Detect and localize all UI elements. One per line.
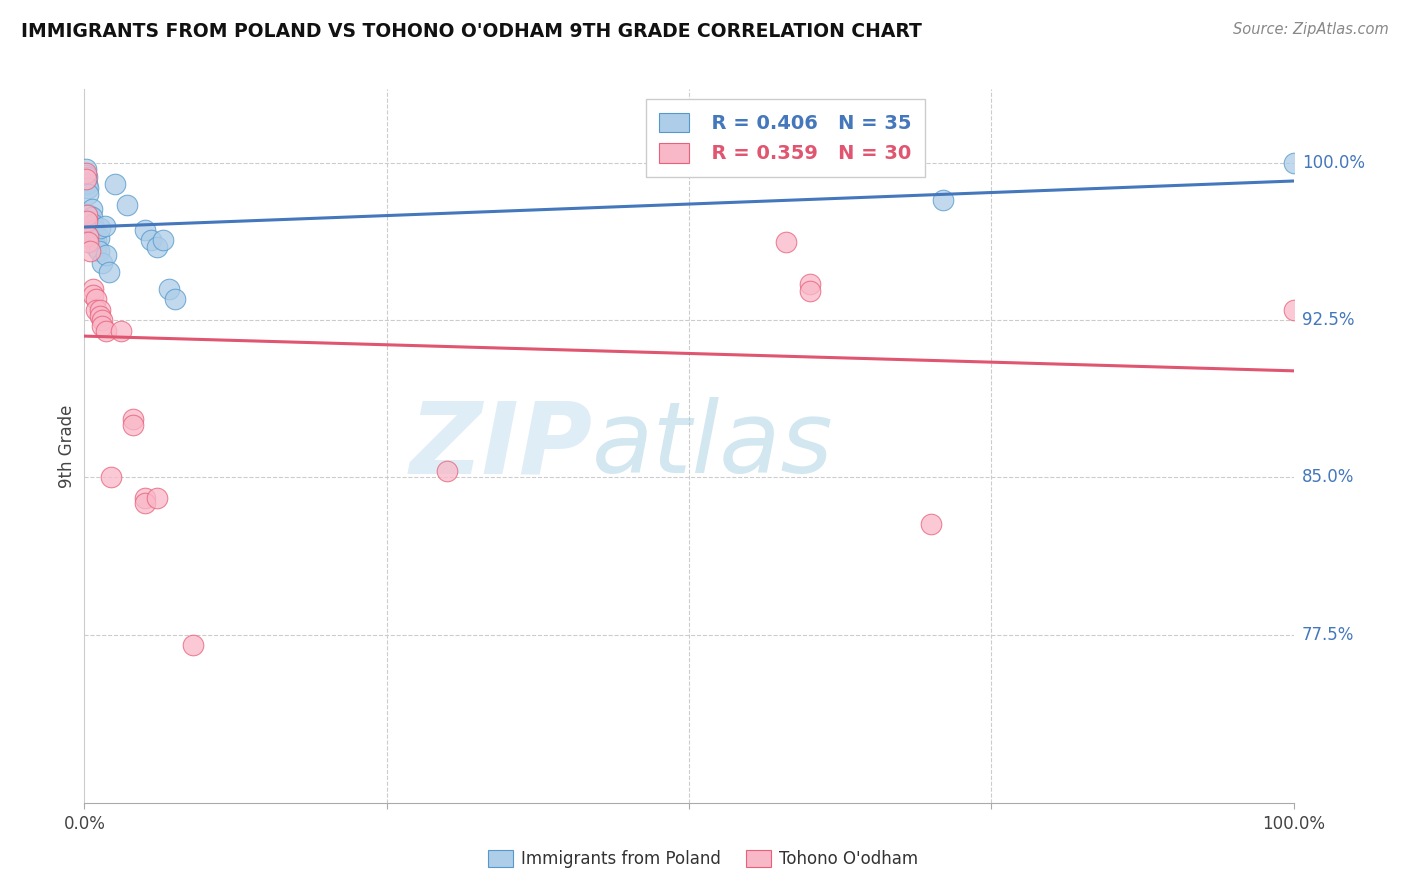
Point xyxy=(79,244,101,258)
Point xyxy=(76,208,98,222)
Point xyxy=(76,177,98,191)
Point xyxy=(87,231,110,245)
Point xyxy=(799,284,821,298)
Point xyxy=(75,172,97,186)
Point xyxy=(86,292,108,306)
Point xyxy=(91,313,114,327)
Point xyxy=(97,265,120,279)
Point xyxy=(920,516,942,531)
Point xyxy=(82,217,104,231)
Point xyxy=(1282,302,1305,317)
Point xyxy=(146,239,169,253)
Text: 92.5%: 92.5% xyxy=(1302,311,1354,329)
Point xyxy=(86,302,108,317)
Point xyxy=(104,177,127,191)
Point xyxy=(94,324,117,338)
Point xyxy=(100,470,122,484)
Text: atlas: atlas xyxy=(592,398,834,494)
Point xyxy=(79,219,101,233)
Legend: Immigrants from Poland, Tohono O'odham: Immigrants from Poland, Tohono O'odham xyxy=(481,843,925,875)
Point xyxy=(94,248,117,262)
Text: Source: ZipAtlas.com: Source: ZipAtlas.com xyxy=(1233,22,1389,37)
Point xyxy=(94,219,117,233)
Point xyxy=(110,324,132,338)
Point xyxy=(89,309,111,323)
Text: ZIP: ZIP xyxy=(409,398,592,494)
Point xyxy=(76,214,98,228)
Point xyxy=(91,256,114,270)
Point xyxy=(932,194,955,208)
Point xyxy=(75,168,97,182)
Point xyxy=(82,288,104,302)
Point xyxy=(86,239,108,253)
Point xyxy=(75,161,97,176)
Point xyxy=(84,223,107,237)
Point xyxy=(83,229,105,244)
Point xyxy=(799,277,821,292)
Point xyxy=(181,639,204,653)
Point xyxy=(163,292,186,306)
Point xyxy=(121,411,143,425)
Point xyxy=(121,417,143,432)
Text: 85.0%: 85.0% xyxy=(1302,468,1354,486)
Legend:   R = 0.406   N = 35,   R = 0.359   N = 30: R = 0.406 N = 35, R = 0.359 N = 30 xyxy=(645,99,925,177)
Y-axis label: 9th Grade: 9th Grade xyxy=(58,404,76,488)
Text: IMMIGRANTS FROM POLAND VS TOHONO O'ODHAM 9TH GRADE CORRELATION CHART: IMMIGRANTS FROM POLAND VS TOHONO O'ODHAM… xyxy=(21,22,922,41)
Point xyxy=(89,302,111,317)
Point xyxy=(75,166,97,180)
Point xyxy=(134,496,156,510)
Point xyxy=(775,235,797,250)
Point xyxy=(77,181,100,195)
Point xyxy=(91,319,114,334)
Point xyxy=(80,211,103,225)
Point xyxy=(77,235,100,250)
Point xyxy=(79,223,101,237)
Point xyxy=(80,202,103,216)
Point xyxy=(139,233,162,247)
Point xyxy=(77,208,100,222)
Point xyxy=(152,233,174,247)
Text: 100.0%: 100.0% xyxy=(1302,153,1365,171)
Point xyxy=(77,229,100,244)
Point xyxy=(436,464,458,478)
Point xyxy=(134,223,156,237)
Point xyxy=(146,491,169,506)
Point xyxy=(82,223,104,237)
Point xyxy=(77,187,100,202)
Point xyxy=(134,491,156,506)
Point xyxy=(87,244,110,258)
Point xyxy=(77,214,100,228)
Point xyxy=(157,282,180,296)
Point xyxy=(86,233,108,247)
Point xyxy=(1282,155,1305,169)
Point xyxy=(115,197,138,211)
Point xyxy=(89,220,111,235)
Text: 77.5%: 77.5% xyxy=(1302,626,1354,644)
Point xyxy=(76,170,98,185)
Point xyxy=(82,282,104,296)
